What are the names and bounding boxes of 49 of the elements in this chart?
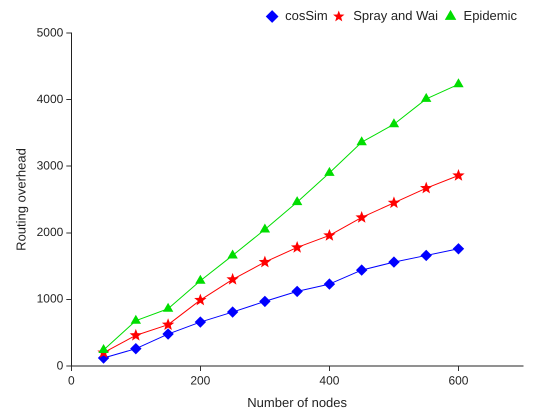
point — [194, 294, 207, 306]
y-tick-label: 1000 — [36, 292, 64, 306]
point — [130, 343, 142, 354]
point — [258, 256, 272, 268]
x-axis-title: Number of nodes — [247, 394, 348, 410]
point — [292, 286, 303, 297]
point — [194, 316, 206, 328]
point — [454, 78, 464, 88]
point — [292, 196, 302, 206]
legend-label: Spray and Wai — [353, 8, 438, 24]
legend-label: Epidemic — [464, 8, 518, 24]
point — [389, 118, 399, 128]
point — [163, 303, 173, 312]
x-tick-label: 400 — [319, 374, 340, 388]
point — [226, 272, 239, 285]
point — [162, 328, 174, 340]
y-tick-label: 5000 — [36, 25, 64, 40]
point — [420, 250, 432, 261]
y-tick-label: 4000 — [36, 92, 64, 106]
point — [323, 228, 336, 241]
point — [290, 240, 304, 253]
point — [356, 136, 367, 146]
point — [130, 315, 141, 324]
point — [388, 256, 400, 268]
x-tick-label: 0 — [68, 374, 75, 388]
y-axis-title: Routing overhead — [13, 148, 28, 251]
point — [259, 296, 270, 307]
y-tick-label: 3000 — [36, 158, 64, 173]
point — [452, 169, 465, 181]
point — [260, 224, 270, 232]
point — [130, 328, 142, 341]
point — [227, 306, 238, 318]
point — [420, 182, 432, 194]
point — [228, 250, 238, 258]
point — [98, 344, 108, 354]
point — [356, 264, 368, 276]
x-tick-label: 200 — [190, 374, 211, 388]
point — [196, 275, 206, 284]
point — [324, 167, 334, 176]
x-tick-label: 600 — [448, 374, 469, 388]
y-tick-label: 0 — [56, 358, 64, 372]
legend-label: cosSim — [285, 8, 328, 24]
point — [421, 93, 432, 102]
point — [355, 210, 368, 223]
point — [452, 243, 464, 254]
point — [324, 278, 335, 290]
point — [162, 318, 174, 330]
y-tick-label: 2000 — [36, 225, 64, 240]
point — [388, 196, 400, 208]
